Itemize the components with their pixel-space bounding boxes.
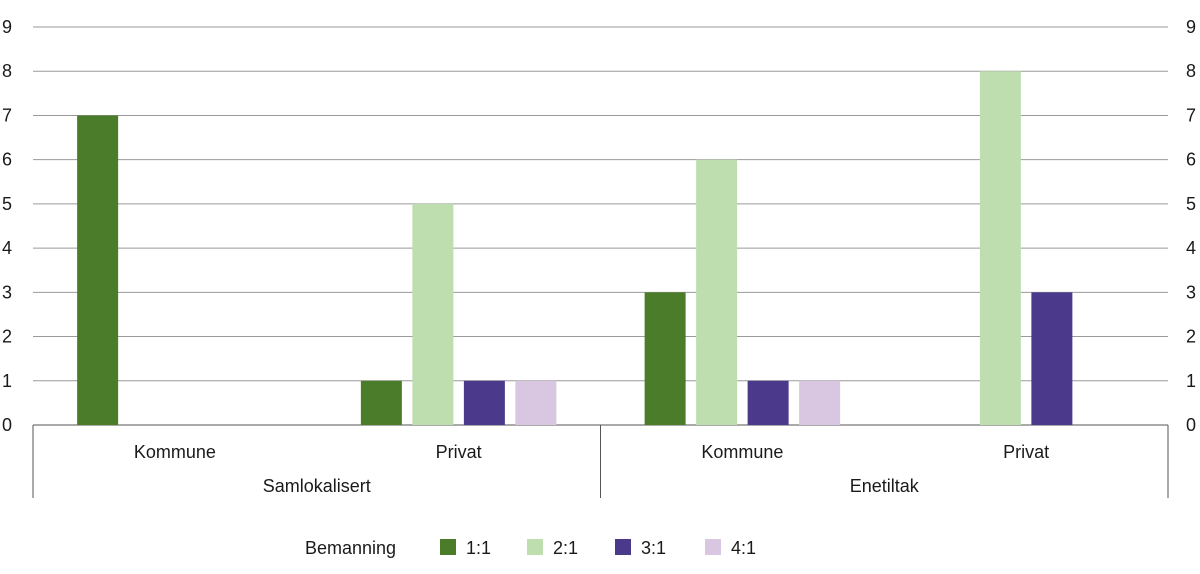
bar-1-1-kommune	[644, 292, 686, 425]
y-tick-label-right: 2	[1186, 327, 1196, 347]
legend-swatch	[527, 539, 543, 555]
y-tick-label-right: 3	[1186, 282, 1196, 302]
y-axis-right: 0 1 2 3 4 5 6 7 8 9	[1186, 17, 1196, 435]
x-group-label: Enetiltak	[850, 476, 920, 496]
legend-label: 2:1	[553, 538, 578, 558]
y-tick-label-right: 9	[1186, 17, 1196, 37]
x-axis: Kommune Privat Kommune Privat Samlokalisert E…	[32, 425, 1169, 498]
y-tick-label-right: 6	[1186, 150, 1196, 170]
legend-swatch	[615, 539, 631, 555]
y-tick-label-left: 9	[2, 17, 12, 37]
x-category-label: Kommune	[701, 442, 783, 462]
y-tick-label-right: 0	[1186, 415, 1196, 435]
bar-2-1-kommune	[696, 159, 738, 425]
legend-swatch	[705, 539, 721, 555]
y-tick-label-left: 7	[2, 105, 12, 125]
bar-1-1-privat	[360, 380, 402, 425]
bar-3-1-kommune	[747, 380, 789, 425]
y-tick-label-left: 5	[2, 194, 12, 214]
bar-2-1-privat	[412, 203, 454, 425]
bars	[77, 71, 1073, 425]
legend-title: Bemanning	[305, 538, 396, 558]
bar-3-1-privat	[1031, 292, 1073, 425]
x-category-label: Privat	[1003, 442, 1049, 462]
y-axis-left: 0 1 2 3 4 5 6 7 8 9	[2, 17, 12, 435]
y-tick-label-left: 4	[2, 238, 12, 258]
y-tick-label-right: 1	[1186, 371, 1196, 391]
y-tick-label-left: 6	[2, 150, 12, 170]
bar-1-1-kommune	[77, 115, 119, 425]
bar-2-1-privat	[979, 71, 1021, 425]
bar-3-1-privat	[463, 380, 505, 425]
y-tick-label-left: 0	[2, 415, 12, 435]
gridlines	[33, 26, 1168, 426]
x-group-label: Samlokalisert	[263, 476, 371, 496]
x-category-label: Kommune	[134, 442, 216, 462]
y-tick-label-right: 7	[1186, 105, 1196, 125]
legend: Bemanning 1:1 2:1 3:1 4:1	[305, 538, 756, 558]
legend-swatch	[440, 539, 456, 555]
y-tick-label-left: 3	[2, 282, 12, 302]
y-tick-label-left: 2	[2, 327, 12, 347]
x-category-label: Privat	[436, 442, 482, 462]
bar-4-1-kommune	[799, 380, 841, 425]
bar-4-1-privat	[515, 380, 557, 425]
y-tick-label-right: 8	[1186, 61, 1196, 81]
legend-label: 1:1	[466, 538, 491, 558]
legend-label: 3:1	[641, 538, 666, 558]
y-tick-label-left: 8	[2, 61, 12, 81]
y-tick-label-right: 5	[1186, 194, 1196, 214]
legend-label: 4:1	[731, 538, 756, 558]
y-tick-label-right: 4	[1186, 238, 1196, 258]
y-tick-label-left: 1	[2, 371, 12, 391]
